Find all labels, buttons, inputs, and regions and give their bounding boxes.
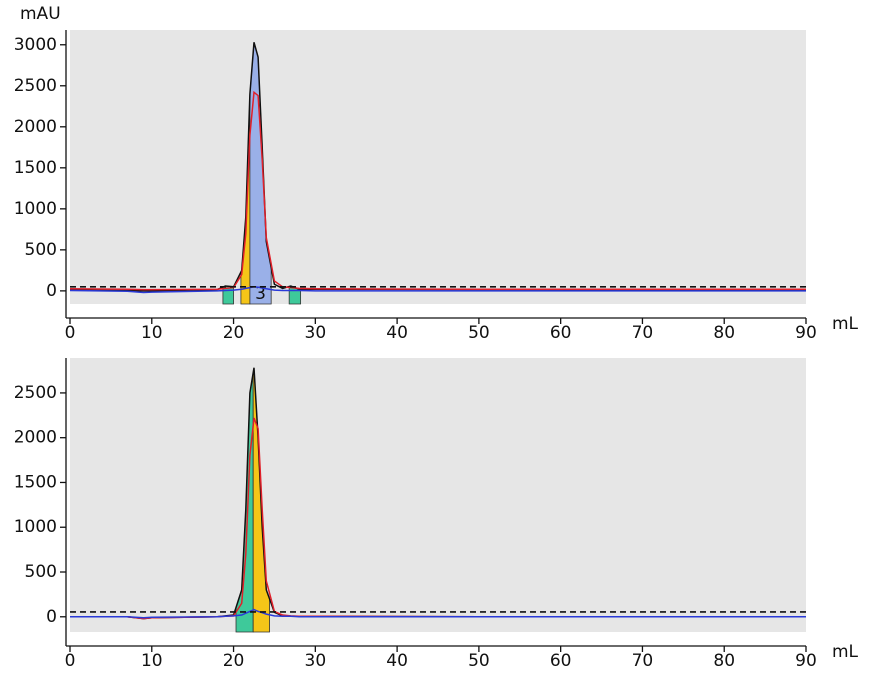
x-tick-label: 60 [550, 323, 572, 343]
x-tick-label: 0 [65, 651, 76, 671]
x-tick-label: 90 [795, 323, 817, 343]
x-tick-label: 40 [386, 323, 408, 343]
x-tick-label: 80 [713, 323, 735, 343]
x-tick-label: 20 [223, 323, 245, 343]
x-tick-label: 90 [795, 651, 817, 671]
x-tick-label: 80 [713, 651, 735, 671]
x-tick-label: 60 [550, 651, 572, 671]
x-axis-label: mL [832, 642, 859, 662]
x-axis-label: mL [832, 314, 859, 334]
series-line [70, 608, 806, 619]
y-tick-label: 3000 [14, 35, 57, 55]
x-tick-label: 30 [305, 651, 327, 671]
y-tick-label: 1500 [14, 158, 57, 178]
y-tick-label: 0 [46, 607, 57, 627]
y-tick-label: 1000 [14, 199, 57, 219]
x-tick-label: 30 [305, 323, 327, 343]
plot-area [70, 30, 806, 304]
y-tick-label: 1000 [14, 517, 57, 537]
y-tick-label: 500 [25, 562, 57, 582]
y-tick-label: 1500 [14, 472, 57, 492]
y-axis-label: mAU [20, 4, 61, 24]
x-tick-label: 0 [65, 323, 76, 343]
y-tick-label: 2000 [14, 117, 57, 137]
x-tick-label: 10 [141, 323, 163, 343]
x-tick-label: 70 [632, 651, 654, 671]
y-tick-label: 500 [25, 240, 57, 260]
x-tick-label: 50 [468, 651, 490, 671]
x-tick-label: 70 [632, 323, 654, 343]
fraction-label: 3 [255, 284, 266, 304]
x-tick-label: 50 [468, 323, 490, 343]
series-line [69, 90, 806, 291]
y-tick-label: 2000 [14, 428, 57, 448]
y-tick-label: 2500 [14, 76, 57, 96]
plot-area [70, 358, 806, 632]
x-tick-label: 10 [141, 651, 163, 671]
y-tick-label: 0 [46, 281, 57, 301]
x-tick-label: 40 [386, 651, 408, 671]
y-tick-label: 2500 [14, 383, 57, 403]
x-tick-label: 20 [223, 651, 245, 671]
